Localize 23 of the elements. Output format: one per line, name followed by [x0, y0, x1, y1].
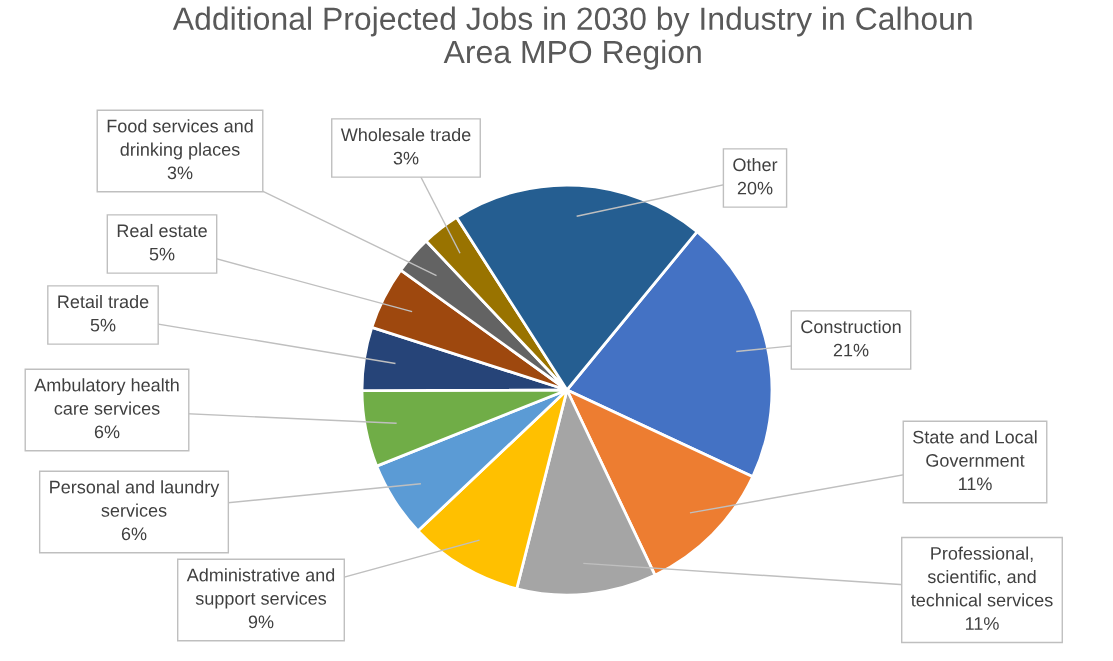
slice-label: Food services and drinking places — [107, 119, 253, 160]
data-label: 3% — [167, 166, 193, 180]
slice-label: Construction — [801, 319, 901, 334]
data-label: 5% — [90, 318, 116, 332]
chart-title: Additional Projected Jobs in 2030 by Industry in Calhoun Area MPO Region — [172, 6, 972, 70]
data-label: 11% — [965, 617, 999, 630]
data-label: 21% — [833, 343, 869, 357]
slice-label: Professional, scientific, and technical services — [911, 546, 1053, 607]
data-label: 9% — [248, 615, 274, 629]
data-label: 6% — [94, 425, 120, 439]
data-label: 11% — [958, 477, 992, 491]
data-label: 3% — [393, 151, 419, 165]
slice-label: Administrative and support services — [186, 568, 335, 609]
slice-label: Personal and laundry services — [50, 480, 220, 517]
slice-label: Retail trade — [58, 294, 149, 309]
data-label: 6% — [121, 527, 147, 541]
data-label: 20% — [737, 181, 773, 195]
slice-label: Wholesale trade — [340, 127, 471, 142]
data-label: 5% — [149, 247, 175, 261]
slice-label: Other — [733, 157, 778, 172]
slice-label: Ambulatory health care services — [34, 378, 179, 415]
slice-label: State and Local Government — [913, 430, 1037, 467]
slice-label: Real estate — [117, 223, 207, 238]
